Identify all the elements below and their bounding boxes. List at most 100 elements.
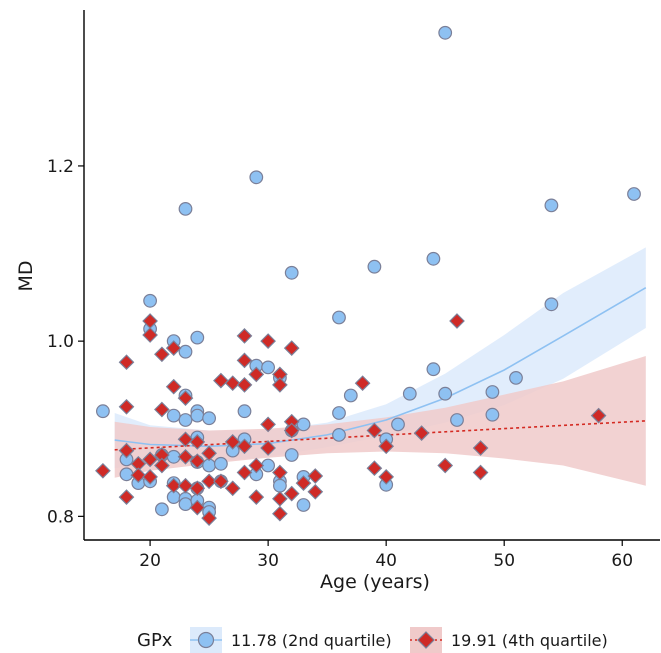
data-point-series-2: [272, 377, 288, 393]
data-point-series-1: [284, 448, 299, 462]
data-point-series-1: [438, 386, 453, 401]
data-point-series-1: [367, 259, 382, 274]
data-point-series-1: [450, 413, 464, 427]
data-point-series-1: [544, 297, 559, 312]
data-point-series-2: [378, 469, 395, 485]
x-axis-ticks: 20 30 40 50 60: [139, 540, 633, 571]
data-point-series-2: [154, 457, 170, 474]
data-point-series-1: [178, 201, 193, 216]
data-point-series-2: [283, 485, 300, 502]
data-point-series-2: [366, 422, 383, 439]
x-tick-label: 20: [139, 551, 161, 571]
data-point-series-2: [189, 453, 206, 470]
data-point-series-2: [154, 346, 170, 363]
data-point-series-2: [201, 510, 217, 526]
data-point-series-2: [260, 440, 276, 456]
fit-line-series-1: [114, 287, 647, 448]
data-point-series-2: [224, 480, 241, 497]
data-point-series-2: [437, 457, 454, 474]
data-point-series-2: [295, 475, 312, 491]
y-tick-label: 1.2: [47, 157, 74, 177]
data-point-series-2: [272, 505, 288, 522]
data-point-series-2: [165, 477, 182, 494]
data-point-series-1: [343, 388, 358, 403]
data-point-series-2: [236, 377, 253, 393]
data-point-series-2: [177, 390, 194, 406]
data-point-series-1: [237, 404, 252, 419]
data-point-series-1: [296, 498, 311, 512]
data-point-series-1: [178, 344, 193, 359]
data-point-series-1: [273, 478, 287, 493]
data-point-series-2: [472, 464, 489, 481]
data-points: [95, 25, 641, 526]
data-point-series-2: [95, 462, 111, 479]
data-point-series-2: [354, 375, 371, 392]
data-point-series-2: [472, 440, 489, 456]
data-point-series-1: [544, 198, 559, 213]
data-point-series-1: [213, 456, 228, 471]
data-point-series-2: [272, 490, 288, 507]
x-tick-label: 50: [493, 551, 515, 571]
y-axis-ticks: 0.8 1.0 1.2: [47, 157, 84, 527]
data-point-series-2: [449, 313, 465, 329]
data-point-series-2: [248, 366, 265, 383]
data-point-series-2: [260, 416, 276, 433]
data-point-series-2: [165, 340, 182, 356]
data-point-series-2: [118, 442, 135, 459]
data-point-series-2: [189, 434, 206, 450]
data-point-series-2: [590, 407, 607, 424]
data-point-series-2: [224, 375, 241, 392]
data-point-series-2: [142, 469, 158, 485]
data-point-series-2: [154, 401, 170, 418]
confidence-bands: [114, 247, 646, 486]
data-point-series-1: [284, 265, 299, 280]
data-point-series-1: [143, 293, 158, 308]
data-point-series-2: [165, 378, 182, 395]
data-point-series-2: [236, 328, 253, 344]
data-point-series-2: [248, 489, 265, 505]
data-point-series-2: [236, 438, 253, 455]
legend-title: GPx: [137, 630, 173, 651]
data-point-series-2: [260, 333, 276, 349]
data-point-series-1: [426, 362, 441, 377]
data-point-series-2: [236, 464, 253, 481]
data-point-series-1: [426, 251, 441, 266]
legend-key-series-1: [190, 627, 222, 653]
data-point-series-2: [307, 483, 324, 500]
data-point-series-1: [332, 428, 346, 442]
data-point-series-1: [438, 25, 453, 40]
data-point-series-2: [118, 354, 135, 371]
fit-line-series-2: [114, 420, 646, 451]
data-point-series-2: [201, 445, 217, 462]
data-point-series-1: [95, 404, 110, 419]
x-tick-label: 60: [611, 551, 633, 571]
data-point-series-2: [307, 468, 324, 484]
data-point-series-1: [190, 330, 205, 345]
data-point-series-2: [283, 340, 300, 356]
data-point-series-1: [332, 310, 346, 325]
data-point-series-2: [142, 451, 158, 468]
data-point-series-2: [236, 352, 253, 369]
data-point-series-2: [118, 398, 135, 415]
y-tick-label: 1.0: [47, 332, 74, 352]
data-point-series-1: [202, 411, 217, 426]
plot-area: [95, 25, 647, 526]
data-point-series-2: [177, 431, 194, 448]
data-point-series-2: [177, 477, 194, 494]
data-point-series-2: [378, 438, 395, 455]
data-point-series-2: [201, 473, 217, 490]
data-point-series-1: [249, 170, 264, 185]
x-axis-title: Age (years): [320, 571, 430, 593]
legend-label-series-2: 19.91 (4th quartile): [451, 631, 608, 650]
data-point-series-1: [485, 407, 500, 422]
legend-label-series-1: 11.78 (2nd quartile): [231, 631, 392, 650]
y-tick-label: 0.8: [47, 507, 74, 527]
y-axis-title: MD: [15, 260, 37, 291]
data-point-series-2: [224, 434, 241, 450]
data-point-series-2: [272, 464, 288, 481]
data-point-series-2: [248, 457, 265, 474]
data-point-series-1: [178, 413, 193, 427]
data-point-series-2: [213, 372, 229, 389]
x-tick-label: 30: [257, 551, 279, 571]
data-point-series-1: [178, 497, 193, 512]
